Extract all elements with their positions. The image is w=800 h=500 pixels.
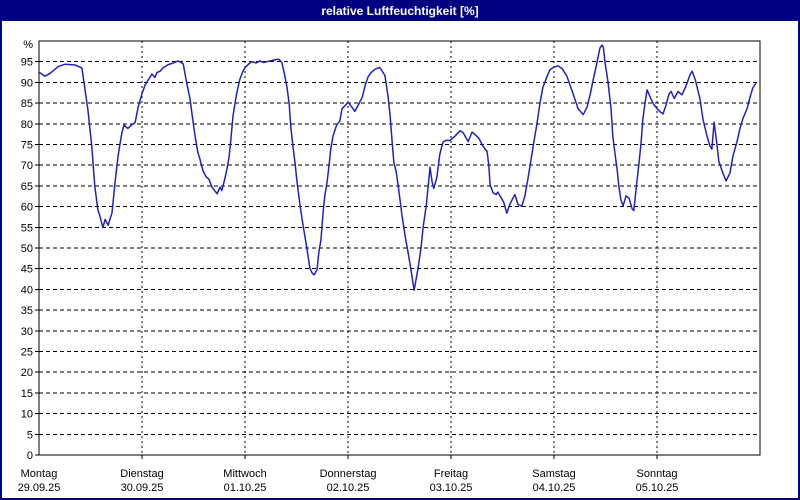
x-day-label: Montag <box>21 468 58 480</box>
y-tick-label: 0 <box>27 450 33 462</box>
y-tick-label: 40 <box>21 284 33 296</box>
y-tick-label: 60 <box>21 202 33 214</box>
y-tick-label: 70 <box>21 160 33 172</box>
y-tick-label: 35 <box>21 305 33 317</box>
y-tick-label: 50 <box>21 243 33 255</box>
humidity-line-chart: 0 5 10 15 20 25 30 35 40 45 50 55 60 65 70 75 80 85 90 95% M… <box>18 39 761 494</box>
y-tick-label: 15 <box>21 388 33 400</box>
x-day-label: Sonntag <box>637 468 678 480</box>
x-day-label: Freitag <box>434 468 468 480</box>
y-tick-label: 25 <box>21 347 33 359</box>
x-date-label: 02.10.25 <box>327 482 370 494</box>
x-day-label: Samstag <box>532 468 575 480</box>
chart-area: 0 5 10 15 20 25 30 35 40 45 50 55 60 65 70 75 80 85 90 95% M… <box>2 21 798 498</box>
y-tick-label: 90 <box>21 77 33 89</box>
x-day-label: Mittwoch <box>223 468 266 480</box>
x-date-label: 05.10.25 <box>636 482 679 494</box>
humidity-curve <box>38 44 757 291</box>
y-tick-label: 80 <box>21 119 33 131</box>
x-date-label: 30.09.25 <box>121 482 164 494</box>
plot-border <box>38 40 761 456</box>
x-day-label: Dienstag <box>120 468 163 480</box>
y-unit-label: % <box>23 39 33 51</box>
x-date-label: 04.10.25 <box>533 482 576 494</box>
y-tick-label: 30 <box>21 326 33 338</box>
y-tick-label: 95 <box>21 57 33 69</box>
y-tick-label: 20 <box>21 367 33 379</box>
y-tick-label: 10 <box>21 409 33 421</box>
x-date-label: 01.10.25 <box>224 482 267 494</box>
x-day-label: Donnerstag <box>320 468 377 480</box>
title-bar: relative Luftfeuchtigkeit [%] <box>2 2 798 21</box>
y-tick-label: 85 <box>21 98 33 110</box>
x-date-label: 29.09.25 <box>18 482 61 494</box>
y-tick-label: 65 <box>21 181 33 193</box>
x-date-label: 03.10.25 <box>430 482 473 494</box>
y-tick-label: 45 <box>21 264 33 276</box>
window-title: relative Luftfeuchtigkeit [%] <box>321 4 479 18</box>
y-tick-label: 75 <box>21 140 33 152</box>
y-tick-label: 5 <box>27 429 33 441</box>
y-tick-label: 55 <box>21 222 33 234</box>
